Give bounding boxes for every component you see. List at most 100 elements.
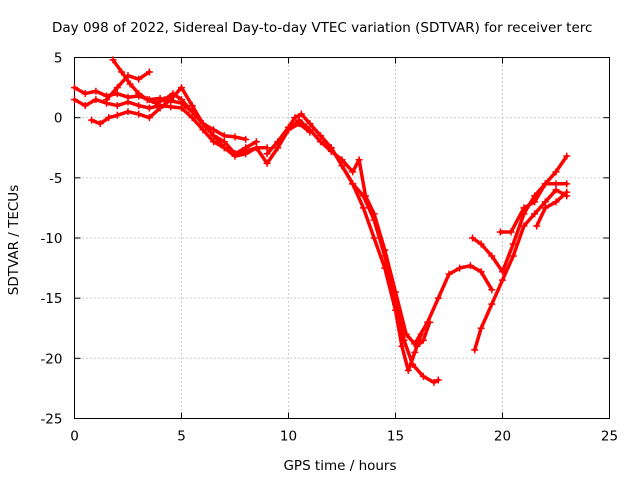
data-point <box>263 150 271 158</box>
data-point <box>285 126 292 134</box>
data-point <box>541 204 549 212</box>
axis-ticks: 0 5 10 15 20 25 5 0 -5 -10 -15 -20 -25 <box>40 51 618 445</box>
data-point <box>81 102 89 110</box>
data-point <box>124 72 132 80</box>
x-tick-label: 10 <box>280 429 297 445</box>
data-point <box>145 104 153 112</box>
data-point <box>317 132 325 140</box>
data-point <box>113 111 121 119</box>
data-point <box>124 108 132 116</box>
series-trace <box>265 112 423 373</box>
x-tick-label: 25 <box>601 429 618 445</box>
data-point <box>411 348 419 356</box>
series-sat-L <box>496 180 571 236</box>
data-point <box>145 114 153 122</box>
series-sat-E <box>103 68 153 104</box>
data-point <box>338 162 346 170</box>
data-point <box>499 276 506 284</box>
data-point <box>338 156 346 164</box>
data-point <box>488 252 496 260</box>
y-tick-label: -25 <box>40 412 62 428</box>
data-point <box>434 376 442 384</box>
data-point <box>113 90 121 98</box>
data-point <box>92 87 100 95</box>
data-point <box>400 336 408 344</box>
data-point <box>210 138 218 146</box>
data-point <box>231 152 239 160</box>
data-point <box>563 180 571 188</box>
data-point <box>424 318 432 326</box>
data-point <box>109 56 117 64</box>
data-point <box>349 180 357 188</box>
data-point <box>359 192 367 200</box>
data-point <box>118 68 126 76</box>
y-tick-label: -10 <box>40 231 62 247</box>
data-point <box>291 114 299 122</box>
series-trace <box>534 190 569 228</box>
data-point <box>520 222 528 230</box>
data-point <box>105 114 113 122</box>
data-point <box>306 126 314 134</box>
y-tick-label: -15 <box>40 291 62 307</box>
data-point <box>156 104 164 112</box>
data-point <box>188 102 196 110</box>
series-sat-F <box>263 110 425 374</box>
data-point <box>477 240 485 248</box>
data-point <box>531 198 539 206</box>
data-point <box>199 126 207 134</box>
grid-lines <box>74 57 610 419</box>
data-point <box>469 234 477 242</box>
data-point <box>496 228 504 236</box>
data-point <box>552 198 560 206</box>
data-point <box>242 150 250 158</box>
data-point <box>167 103 175 111</box>
data-point <box>419 336 427 344</box>
data-point <box>242 135 250 143</box>
y-tick-label: 5 <box>54 51 63 67</box>
data-point <box>552 168 560 176</box>
data-point <box>71 96 78 104</box>
data-point <box>381 252 389 260</box>
data-point <box>231 133 239 141</box>
data-point <box>274 138 282 146</box>
data-point <box>178 104 185 112</box>
data-point <box>552 186 560 194</box>
data-point <box>220 132 228 140</box>
series-sat-K <box>471 186 571 354</box>
data-point <box>507 228 515 236</box>
data-point <box>509 252 517 260</box>
data-point <box>263 159 271 167</box>
data-point <box>520 204 528 212</box>
x-tick-label: 0 <box>70 429 79 445</box>
y-axis-label: SDTVAR / TECUs <box>6 185 22 295</box>
data-point <box>404 366 412 374</box>
data-point <box>488 286 496 294</box>
data-point <box>188 108 196 116</box>
data-point <box>477 268 485 276</box>
series-trace <box>472 188 569 352</box>
data-point <box>563 188 571 196</box>
data-point <box>199 120 207 128</box>
series-sat-D <box>109 56 314 167</box>
data-point <box>135 90 143 98</box>
data-point <box>445 270 453 278</box>
data-point <box>349 168 357 176</box>
data-point <box>96 120 104 128</box>
data-point <box>541 180 549 188</box>
series-sat-M <box>533 188 571 230</box>
data-point <box>103 96 111 104</box>
data-point <box>178 84 185 92</box>
data-point <box>252 144 260 152</box>
series-sat-H <box>338 162 442 386</box>
data-point <box>434 294 442 302</box>
data-point <box>126 80 134 88</box>
data-point <box>113 102 121 110</box>
data-point <box>392 300 399 308</box>
data-point <box>124 98 132 106</box>
data-point <box>456 264 464 272</box>
data-point <box>419 372 427 380</box>
series-sat-G <box>285 116 434 350</box>
data-point <box>88 116 96 124</box>
data-point <box>563 152 571 160</box>
